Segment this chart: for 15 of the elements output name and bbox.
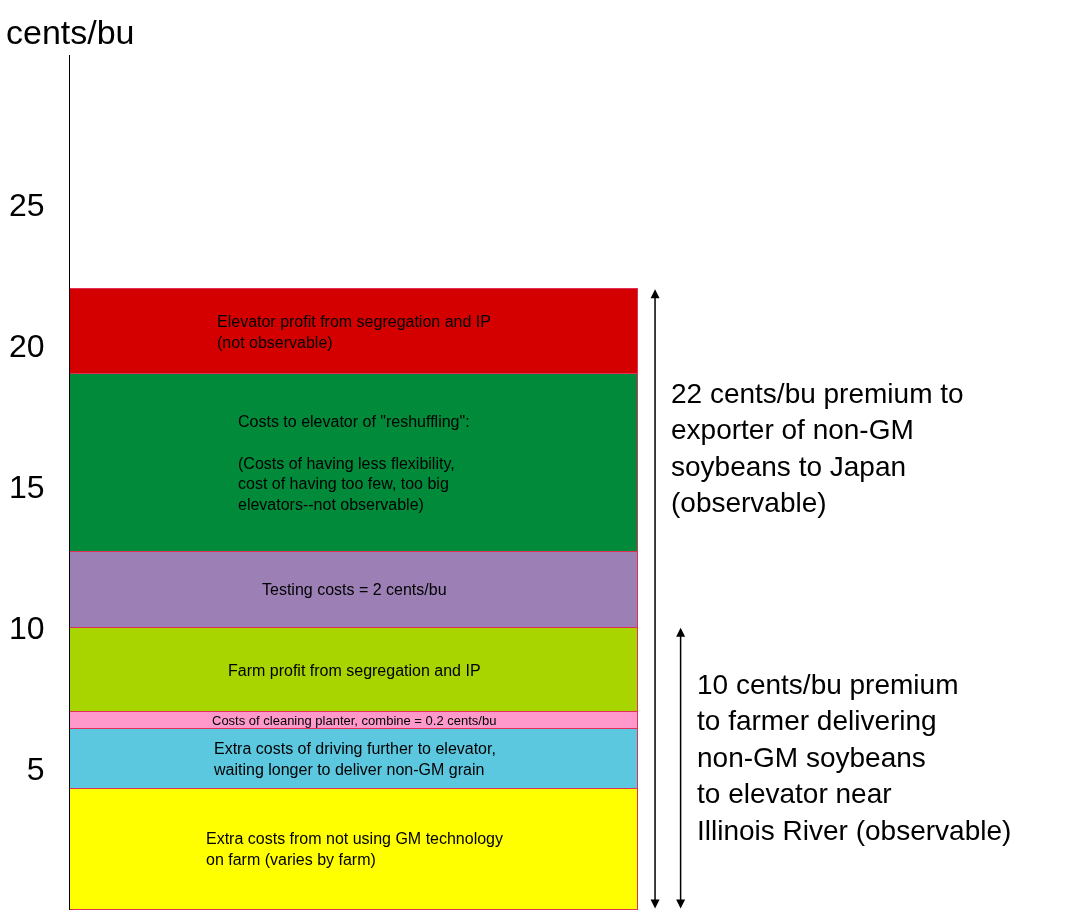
- series-label: Extra costs from not using GM technology on farm (varies by farm): [206, 830, 504, 868]
- y-tick-label: 15: [9, 468, 45, 505]
- text: 10 cents/bu premium to farmer delivering non-GM soybeans to elevator near Illinois River (observable): [697, 669, 1012, 846]
- text: 22 cents/bu premium to exporter of non-GM soybeans to Japan (observable): [671, 378, 964, 519]
- y-tick-label: 25: [9, 186, 45, 223]
- series-label: Elevator profit from segregation and IP (not observable): [217, 313, 491, 351]
- y-tick-label: 5: [26, 751, 45, 788]
- y-axis-title: cents/bu: [6, 13, 135, 51]
- series-label: Extra costs of driving further to elevator, waiting longer to deliver non-GM grain: [213, 740, 496, 778]
- text: Costs to elevator of "reshuffling": (Costs of having less flexibility, cost of having too few, too big elevators--not observable): [238, 413, 470, 514]
- series-label: Costs of cleaning planter, combine = 0.2 cents/bu: [212, 713, 497, 728]
- series-label: Testing costs = 2 cents/bu: [262, 581, 447, 598]
- y-tick-label: 10: [9, 610, 45, 647]
- series-label: Farm profit from segregation and IP: [228, 662, 481, 679]
- y-tick-label: 20: [9, 327, 45, 364]
